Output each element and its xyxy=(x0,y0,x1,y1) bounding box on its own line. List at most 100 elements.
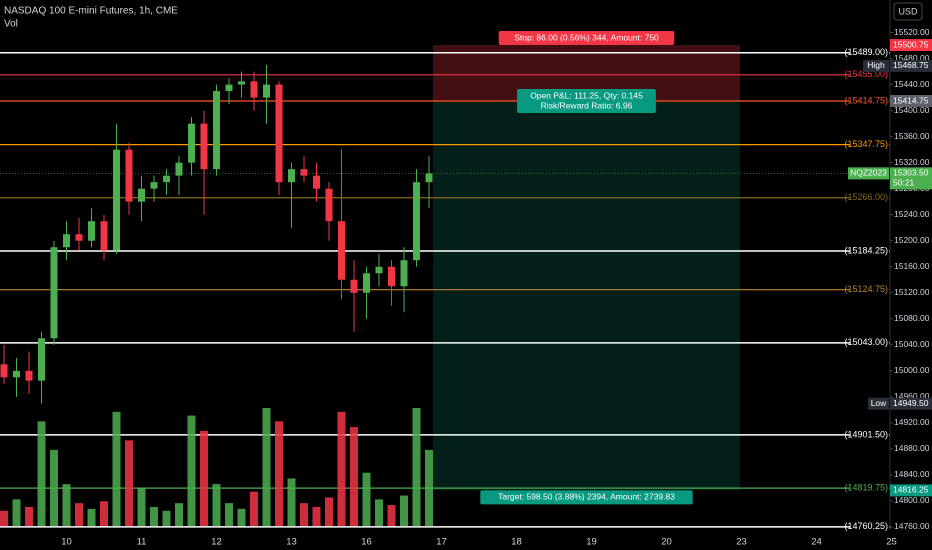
level-label: (14819.75) xyxy=(844,482,888,492)
volume-bar xyxy=(87,508,96,526)
level-label-bg xyxy=(850,95,889,108)
x-tick-label: 16 xyxy=(361,537,372,548)
candle-body xyxy=(400,260,408,287)
level-label-bg xyxy=(850,138,889,151)
x-tick-label: 18 xyxy=(511,537,522,548)
target-zone xyxy=(433,101,740,491)
volume-bar xyxy=(325,497,333,526)
volume-bar xyxy=(200,430,208,526)
y-tick-label: 15480.00 xyxy=(894,53,930,63)
level-label: (15347.75) xyxy=(844,139,888,149)
volume-bar xyxy=(62,484,71,526)
candle-body xyxy=(250,81,258,98)
volume-bar xyxy=(12,499,21,526)
badge-price: 14949.50 xyxy=(893,398,929,408)
candle-body xyxy=(88,221,95,241)
level-label-bg xyxy=(850,336,889,349)
volume-bar xyxy=(162,510,171,526)
volume-bar xyxy=(25,506,33,526)
currency-button[interactable] xyxy=(893,2,923,21)
x-tick-label: 24 xyxy=(811,537,822,548)
volume-bar xyxy=(412,408,421,526)
y-tick-label: 15040.00 xyxy=(894,339,930,349)
candle-body xyxy=(263,84,270,98)
candle-body xyxy=(338,221,345,280)
candle-body xyxy=(388,266,395,287)
y-tick-label: 15200.00 xyxy=(894,235,930,245)
candle-body xyxy=(363,273,370,293)
badge-tag: NQZ2023 xyxy=(850,168,887,178)
badge-tag-bg xyxy=(863,59,889,72)
level-label-bg xyxy=(850,191,889,204)
level-label: (15124.75) xyxy=(844,284,888,294)
badge-tag-bg xyxy=(848,167,889,180)
volume-bar xyxy=(187,415,196,526)
volume-bar xyxy=(262,408,271,526)
volume-bar xyxy=(400,495,408,526)
stop-price-bg xyxy=(890,39,932,52)
y-tick-label: 14880.00 xyxy=(894,443,930,453)
level-label-bg xyxy=(850,520,889,533)
candle-body xyxy=(125,149,133,202)
pnl-label-box xyxy=(517,89,656,114)
volume-bar xyxy=(50,449,58,526)
y-tick-label: 15120.00 xyxy=(894,287,930,297)
level-label-bg xyxy=(850,46,889,59)
volume-bar xyxy=(137,487,146,526)
volume-bar xyxy=(175,503,183,526)
level-label: (15455.00) xyxy=(844,69,888,79)
volume-bar xyxy=(300,503,308,526)
y-tick-label: 14840.00 xyxy=(894,469,930,479)
stop-label-box xyxy=(498,31,675,46)
candle-body xyxy=(38,338,45,381)
candle-body xyxy=(350,279,358,293)
y-tick-label: 14960.00 xyxy=(894,391,930,401)
level-label-bg xyxy=(850,482,889,495)
x-tick-label: 23 xyxy=(736,537,747,548)
volume-bar xyxy=(237,508,246,526)
badge-price: 15468.75 xyxy=(893,60,929,70)
badge-price: 15303.50 xyxy=(893,168,929,178)
target-price: 14816.25 xyxy=(893,485,929,495)
candle-body xyxy=(275,84,283,183)
level-label-bg xyxy=(850,283,889,296)
volume-bar xyxy=(375,499,383,526)
time-axis: 10 11 12 13 16 17 18 19 20 23 24 25 xyxy=(61,537,897,548)
candle-body xyxy=(425,173,433,183)
target-label: Target: 598.50 (3.88%) 2394, Amount: 273… xyxy=(498,492,675,502)
volume-bar xyxy=(225,503,233,526)
candle-body xyxy=(225,84,233,92)
currency-label[interactable]: USD xyxy=(898,6,918,16)
level-label: (15266.00) xyxy=(844,192,888,202)
target-label-box xyxy=(480,490,693,505)
volume-bar xyxy=(362,472,371,526)
volume-bar xyxy=(287,478,296,526)
x-tick-label: 10 xyxy=(61,537,72,548)
candle-body xyxy=(200,123,208,170)
candle-body xyxy=(175,162,183,176)
entry-price-bg xyxy=(890,95,932,108)
badge-bg xyxy=(890,59,932,72)
candle-body xyxy=(238,81,245,85)
y-tick-label: 14760.00 xyxy=(894,521,930,531)
level-label: (15184.25) xyxy=(844,245,888,255)
volume-bar xyxy=(150,506,158,526)
candle-body xyxy=(375,266,383,274)
entry-price: 15414.75 xyxy=(893,95,929,105)
candle-body xyxy=(100,221,108,251)
level-label: (15414.75) xyxy=(844,95,888,105)
badge-tag: High xyxy=(867,60,885,70)
level-label: (15043.00) xyxy=(844,337,888,347)
y-tick-label: 15440.00 xyxy=(894,79,930,89)
y-tick-label: 15360.00 xyxy=(894,131,930,141)
y-tick-label: 14920.00 xyxy=(894,417,930,427)
candle-body xyxy=(150,182,158,189)
volume-bar xyxy=(337,411,346,526)
y-tick-label: 15080.00 xyxy=(894,313,930,323)
volume-bar xyxy=(212,484,221,526)
pnl-label: Risk/Reward Ratio: 6.96 xyxy=(541,100,633,110)
volume-bar xyxy=(37,421,46,526)
volume-bar xyxy=(0,510,8,526)
